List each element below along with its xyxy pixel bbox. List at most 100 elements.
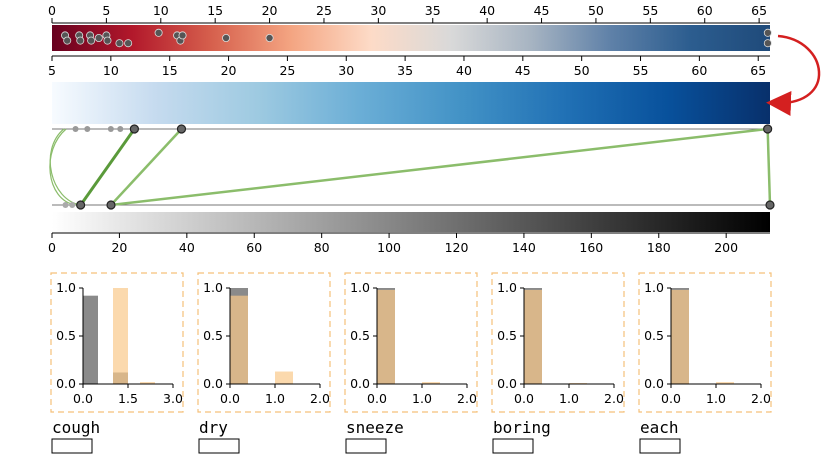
tick-label: 30 [370,3,386,18]
ramp-link-arrow [766,34,821,116]
ramp-point[interactable] [76,36,85,45]
ramp-point[interactable] [265,34,274,43]
panel-frame [344,272,478,413]
top-color-ramp[interactable] [52,25,770,51]
lower-point[interactable] [106,200,116,210]
upper-point[interactable] [72,126,79,132]
tick-label: 25 [316,3,332,18]
ramp-point[interactable] [63,36,72,45]
y-tick-label: 0.5 [497,328,517,343]
upper-point[interactable] [176,124,187,134]
histogram-bar [524,289,542,384]
word-input-box[interactable] [639,438,681,454]
y-tick-label: 0.0 [56,376,76,391]
link-lines [49,127,772,207]
tick-label: 200 [714,240,738,255]
lower-point[interactable] [76,200,86,210]
tick-label: 65 [751,3,767,18]
tick-label: 10 [153,3,169,18]
y-tick-label: 0.0 [350,376,370,391]
upper-point[interactable] [84,126,91,132]
histogram-panels: 0.0 0.5 1.0 0.0 1.5 3.0 cough 0.0 0.5 1.0 0.0 1.0 2.… [50,272,772,454]
x-tick-label: 3.0 [163,391,183,406]
histogram-bar [140,382,155,384]
panel-frame [197,272,331,413]
y-tick-label: 1.0 [350,280,370,295]
tick-label: 80 [314,240,330,255]
ramp-point[interactable] [178,31,187,40]
histogram-bar [230,295,248,384]
upper-point[interactable] [763,124,773,134]
tick-label: 0 [48,240,56,255]
x-tick-label: 0.0 [367,391,387,406]
link-line [110,127,768,207]
y-tick-label: 1.0 [644,280,664,295]
bottom-color-ramp[interactable] [52,212,770,232]
tick-label: 40 [479,3,495,18]
lower-point[interactable] [69,202,76,208]
top-ramp-axis: 0 5 10 15 20 25 30 35 40 45 50 55 60 65 [48,3,770,24]
y-tick-label: 0.5 [644,328,664,343]
x-tick-label: 0.0 [73,391,93,406]
tick-label: 40 [179,240,195,255]
ramp-point[interactable] [154,28,163,37]
histogram-panel-each: 0.0 0.5 1.0 0.0 1.0 2.0 each [638,272,772,454]
tick-label: 15 [162,63,178,78]
ramp-point[interactable] [94,34,103,43]
lower-point[interactable] [62,202,69,208]
tick-label: 5 [102,3,110,18]
x-tick-label: 1.0 [706,391,726,406]
ramp-point[interactable] [87,36,96,45]
x-tick-label: 2.0 [604,391,624,406]
histogram-bar [275,371,293,384]
tick-label: 30 [338,63,354,78]
tick-label: 60 [691,63,707,78]
panel-frame [491,272,625,413]
ramp-point[interactable] [103,36,112,45]
x-tick-label: 0.0 [514,391,534,406]
tick-label: 5 [48,63,56,78]
tick-label: 160 [579,240,603,255]
word-label: dry [199,418,228,437]
tick-label: 100 [377,240,401,255]
word-input-box[interactable] [198,438,240,454]
tick-label: 35 [397,63,413,78]
word-label: cough [52,418,100,437]
tick-label: 55 [633,63,649,78]
tick-label: 180 [647,240,671,255]
tick-label: 60 [246,240,262,255]
tick-label: 45 [515,63,531,78]
x-tick-label: 2.0 [457,391,477,406]
top-ramp-points [61,28,772,48]
tick-label: 40 [456,63,472,78]
tick-label: 25 [279,63,295,78]
middle-color-ramp[interactable] [52,82,770,124]
ramp-point[interactable] [124,39,133,48]
tick-label: 55 [642,3,658,18]
tick-label: 15 [207,3,223,18]
x-tick-label: 1.0 [265,391,285,406]
tick-label: 10 [103,63,119,78]
tick-label: 60 [697,3,713,18]
ramp-point[interactable] [115,39,124,48]
tick-label: 20 [221,63,237,78]
link-curve [49,128,76,206]
ramp-point[interactable] [763,28,772,37]
upper-point[interactable] [129,124,139,134]
y-tick-label: 0.5 [56,328,76,343]
tick-label: 50 [574,63,590,78]
histogram-bar [716,382,734,384]
word-input-box[interactable] [345,438,387,454]
tick-label: 20 [111,240,127,255]
word-input-box[interactable] [51,438,93,454]
tick-label: 35 [425,3,441,18]
upper-point[interactable] [117,126,124,132]
lower-point[interactable] [765,200,775,210]
y-tick-label: 0.0 [497,376,517,391]
y-tick-label: 0.0 [644,376,664,391]
word-input-box[interactable] [492,438,534,454]
upper-point[interactable] [107,126,114,132]
ramp-point[interactable] [222,34,231,43]
ramp-point[interactable] [763,39,772,48]
